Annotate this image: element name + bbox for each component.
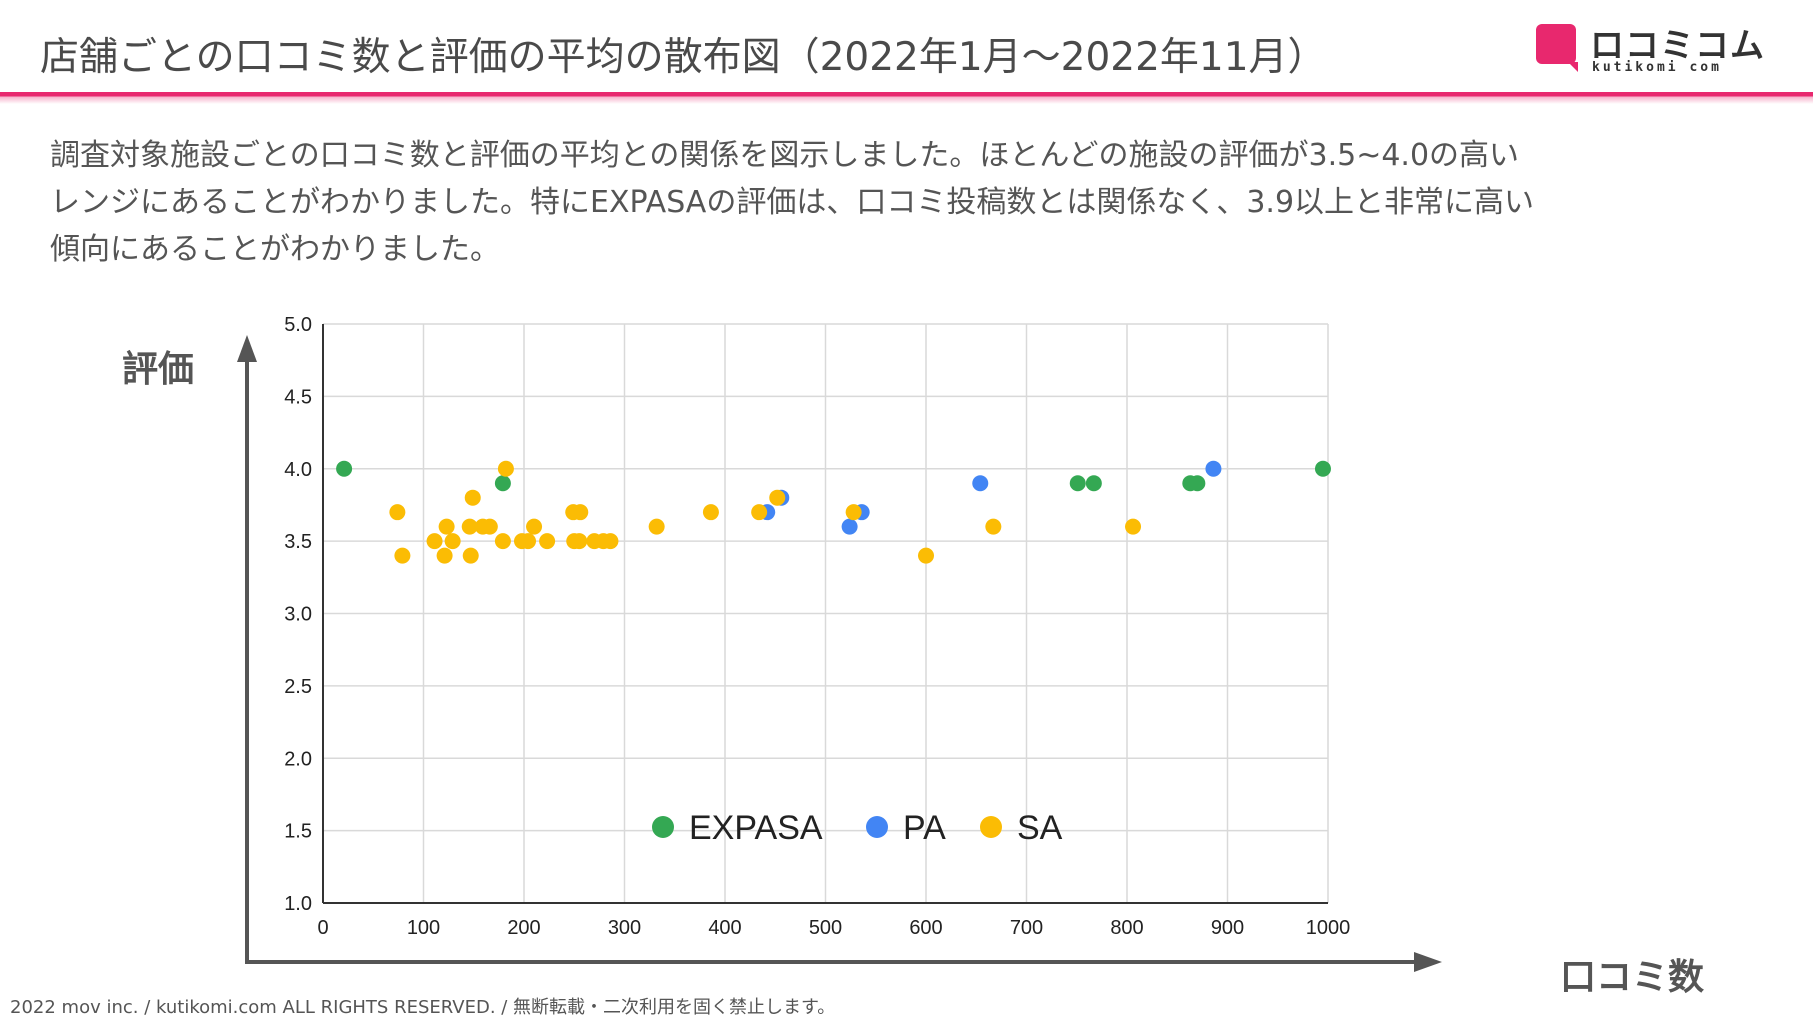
data-point-pa — [972, 475, 989, 492]
data-point-sa — [438, 518, 455, 535]
page-title: 店舗ごとの口コミ数と評価の平均の散布図（2022年1月〜2022年11月） — [40, 35, 1327, 80]
description-line: レンジにあることがわかりました。特にEXPASAの評価は、口コミ投稿数とは関係な… — [50, 185, 1535, 220]
y-tick-label: 4.0 — [284, 459, 312, 481]
data-point-expasa — [1085, 475, 1102, 492]
data-point-sa — [769, 489, 786, 506]
legend-label-sa: SA — [1017, 809, 1063, 847]
data-point-sa — [444, 533, 461, 550]
y-tick-label: 2.0 — [284, 748, 312, 770]
x-axis-title: 口コミ数 — [1560, 957, 1705, 998]
data-point-sa — [461, 518, 478, 535]
data-point-expasa — [494, 475, 511, 492]
data-point-expasa — [336, 460, 353, 477]
description: 調査対象施設ごとの口コミ数と評価の平均との関係を図示しました。ほとんどの施設の評… — [50, 132, 1750, 273]
x-tick-label: 400 — [708, 917, 741, 939]
legend-label-pa: PA — [903, 809, 946, 847]
x-tick-label: 1000 — [1306, 917, 1351, 939]
legend-marker-pa — [866, 816, 888, 838]
legend-marker-sa — [980, 816, 1002, 838]
data-point-sa — [481, 518, 498, 535]
data-point-sa — [918, 547, 934, 564]
data-point-sa — [436, 547, 453, 564]
y-tick-label: 4.5 — [284, 386, 312, 408]
description-line: 調査対象施設ごとの口コミ数と評価の平均との関係を図示しました。ほとんどの施設の評… — [50, 138, 1520, 173]
logo-name: ロコミコム — [1590, 26, 1765, 66]
brand-logo[interactable]: ロコミコム kutikomi com — [1536, 22, 1764, 75]
up-arrow-icon — [237, 335, 257, 362]
data-point-sa — [702, 504, 719, 521]
x-tick-label: 0 — [317, 917, 328, 939]
data-point-pa — [1205, 460, 1222, 477]
data-point-sa — [571, 533, 588, 550]
x-tick-label: 100 — [407, 917, 440, 939]
x-tick-label: 700 — [1010, 917, 1043, 939]
data-point-sa — [845, 504, 862, 521]
logo-domain: kutikomi com — [1592, 60, 1722, 75]
data-point-sa — [648, 518, 665, 535]
data-point-sa — [494, 533, 511, 550]
data-point-expasa — [1314, 460, 1331, 477]
data-point-sa — [394, 547, 411, 564]
y-tick-label: 3.0 — [284, 604, 312, 626]
data-point-sa — [462, 547, 479, 564]
data-point-sa — [539, 533, 556, 550]
x-tick-label: 500 — [809, 917, 842, 939]
y-tick-label: 3.5 — [284, 531, 312, 553]
header-divider — [0, 92, 1813, 104]
legend-marker-expasa — [652, 816, 674, 838]
y-axis-title: 評価 — [122, 349, 195, 390]
x-tick-label: 800 — [1110, 917, 1143, 939]
x-tick-label: 200 — [507, 917, 540, 939]
y-tick-label: 1.5 — [284, 821, 312, 843]
data-point-sa — [985, 518, 1002, 535]
y-tick-label: 2.5 — [284, 676, 312, 698]
x-tick-label: 300 — [608, 917, 641, 939]
x-tick-label: 900 — [1211, 917, 1244, 939]
data-point-sa — [520, 533, 537, 550]
data-point-sa — [389, 504, 406, 521]
description-line: 傾向にあることがわかりました。 — [50, 232, 500, 267]
copyright-footer: 2022 mov inc. / kutikomi.com ALL RIGHTS … — [10, 997, 836, 1018]
y-tick-label: 5.0 — [284, 314, 312, 336]
data-point-sa — [426, 533, 443, 550]
data-point-sa — [526, 518, 543, 535]
y-tick-label: 1.0 — [284, 893, 312, 915]
data-point-expasa — [1069, 475, 1086, 492]
data-point-sa — [602, 533, 619, 550]
data-point-sa — [751, 504, 768, 521]
data-point-expasa — [1189, 475, 1206, 492]
legend-label-expasa: EXPASA — [689, 809, 823, 847]
data-point-pa — [841, 518, 858, 535]
data-point-sa — [572, 504, 589, 521]
x-tick-label: 600 — [909, 917, 942, 939]
data-point-sa — [1125, 518, 1142, 535]
data-point-sa — [464, 489, 481, 506]
right-arrow-icon — [1414, 952, 1442, 972]
logo-speech-bubble-icon — [1536, 24, 1578, 72]
data-point-sa — [497, 460, 514, 477]
